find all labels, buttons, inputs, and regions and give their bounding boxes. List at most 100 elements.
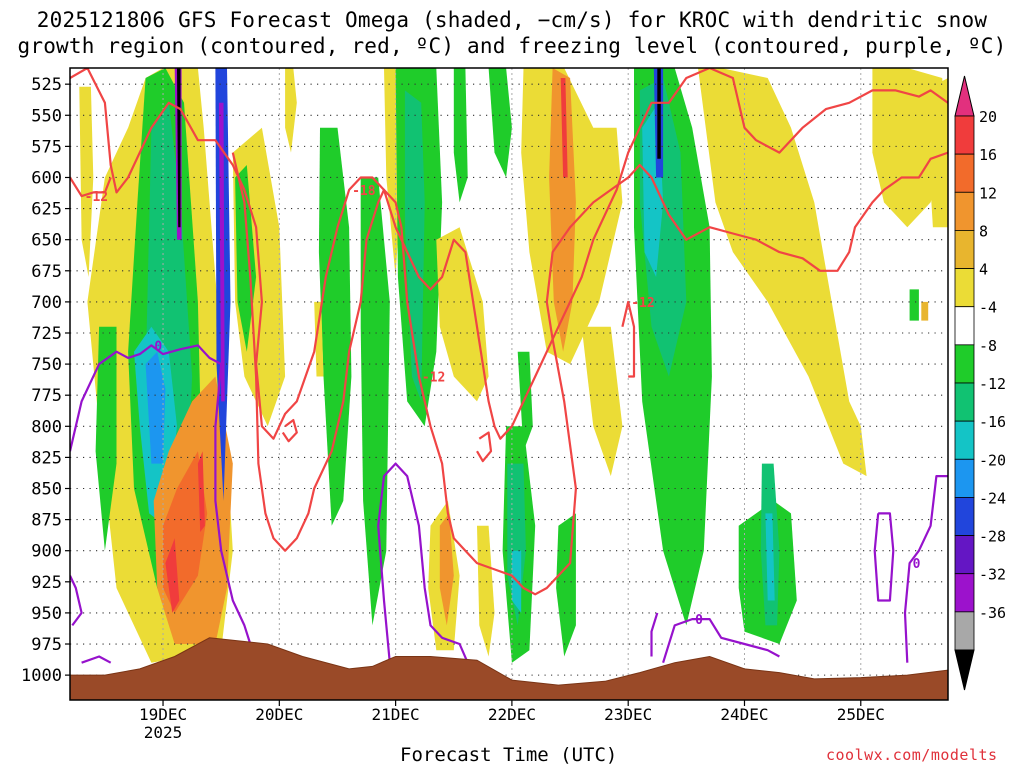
colorbar-bin [954, 573, 975, 613]
x-axis-label: Forecast Time (UTC) [400, 744, 618, 766]
dgz-contour-label: -18 [352, 184, 376, 199]
x-tick-label: 24DEC [720, 705, 768, 724]
y-tick-label: 1000 [21, 666, 62, 686]
freezing-contour [662, 618, 780, 664]
colorbar-label: -32 [979, 566, 1006, 584]
colorbar-bin [954, 115, 975, 155]
freezing-contour [81, 655, 112, 664]
dgz-contour [476, 431, 493, 463]
omega-region [95, 326, 117, 551]
omega-region [517, 351, 533, 452]
omega-region [581, 326, 623, 477]
freezing-contour-label: 0 [913, 557, 921, 572]
y-axis: 525 550 575 600 625 650 675 700 725 750 775 800 825 8… [21, 75, 70, 686]
omega-region [657, 68, 661, 159]
dgz-contour [70, 68, 948, 440]
colorbar-bin [954, 535, 975, 575]
x-tick-sublabel: 2025 [144, 723, 183, 742]
y-tick-label: 700 [31, 293, 62, 313]
y-tick-label: 600 [31, 168, 62, 188]
colorbar-label: 8 [979, 222, 988, 240]
omega-region [921, 301, 929, 321]
y-tick-label: 650 [31, 231, 62, 251]
colorbar-bottom-arrow [954, 649, 975, 691]
dgz-contour-label: -12 [631, 296, 654, 311]
title-line-2: growth region (contoured, red, ºC) and f… [17, 34, 1007, 58]
omega-region [765, 513, 775, 601]
colorbar: 20 16 12 8 4 -4 -8 -12 -16 -20 -24 -28 -32 -36 [954, 75, 1006, 691]
omega-region [285, 68, 297, 153]
x-tick-label: 21DEC [372, 705, 420, 724]
colorbar-bin [954, 344, 975, 384]
y-tick-label: 575 [31, 137, 62, 157]
dgz-contour-label: -12 [422, 371, 445, 386]
freezing-contour [903, 475, 948, 663]
y-tick-label: 800 [31, 417, 62, 437]
omega-region [79, 86, 94, 277]
colorbar-label: -12 [979, 375, 1006, 393]
freezing-contour [650, 612, 659, 657]
colorbar-label: 16 [979, 146, 997, 164]
omega-region [360, 177, 390, 626]
y-tick-label: 675 [31, 262, 62, 282]
freezing-contours: 0 0 0 [70, 339, 948, 664]
plot-frame [69, 67, 949, 701]
title-line-1: 2025121806 GFS Forecast Omega (shaded, −… [36, 8, 988, 32]
colorbar-bin [954, 306, 975, 346]
x-tick-label: 19DEC [139, 705, 187, 724]
y-tick-label: 775 [31, 386, 62, 406]
colorbar-top-arrow [954, 75, 975, 117]
colorbar-bin [954, 230, 975, 269]
x-tick-label: 23DEC [604, 705, 652, 724]
dgz-contour-label: -12 [85, 190, 108, 205]
y-tick-label: 975 [31, 635, 62, 655]
omega-region [909, 289, 919, 321]
y-tick-label: 950 [31, 604, 62, 624]
omega-shading [79, 68, 948, 663]
x-tick-label: 22DEC [488, 705, 536, 724]
colorbar-label: -36 [979, 604, 1006, 622]
omega-region [453, 68, 468, 203]
colorbar-bin [954, 153, 975, 193]
freezing-contour [873, 512, 895, 602]
colorbar-label: 4 [979, 261, 988, 279]
colorbar-bin [954, 611, 975, 651]
dgz-contour [231, 151, 948, 596]
y-tick-label: 725 [31, 324, 62, 344]
colorbar-label: -24 [979, 489, 1006, 507]
omega-region [197, 451, 205, 532]
dgz-contour [70, 176, 112, 198]
omega-region [314, 301, 324, 377]
colorbar-label: -8 [979, 337, 997, 355]
y-tick-label: 825 [31, 448, 62, 468]
omega-region [549, 68, 576, 352]
dgz-contours: -18 -12 -12 -12 [70, 68, 948, 596]
colorbar-label: -20 [979, 451, 1006, 469]
colorbar-label: -4 [979, 299, 997, 317]
omega-region [436, 227, 489, 402]
grid-lines [70, 68, 948, 700]
credit-link[interactable]: coolwx.com/modelts [826, 746, 998, 764]
dgz-contour [621, 300, 636, 378]
x-tick-label: 20DEC [255, 705, 303, 724]
y-tick-label: 525 [31, 75, 62, 95]
colorbar-label: -16 [979, 413, 1006, 431]
colorbar-bin [954, 458, 975, 498]
terrain [70, 637, 948, 700]
omega-region [439, 513, 454, 626]
omega-region [145, 351, 166, 464]
colorbar-label: -28 [979, 528, 1006, 546]
omega-region [477, 525, 495, 657]
omega-region [488, 68, 512, 178]
y-tick-label: 625 [31, 200, 62, 220]
y-tick-label: 925 [31, 573, 62, 593]
colorbar-bin [954, 497, 975, 536]
y-tick-label: 750 [31, 355, 62, 375]
omega-region [560, 78, 568, 178]
omega-region [165, 538, 180, 613]
y-tick-label: 550 [31, 106, 62, 126]
freezing-contour-label: 0 [695, 613, 703, 628]
y-tick-label: 875 [31, 511, 62, 531]
